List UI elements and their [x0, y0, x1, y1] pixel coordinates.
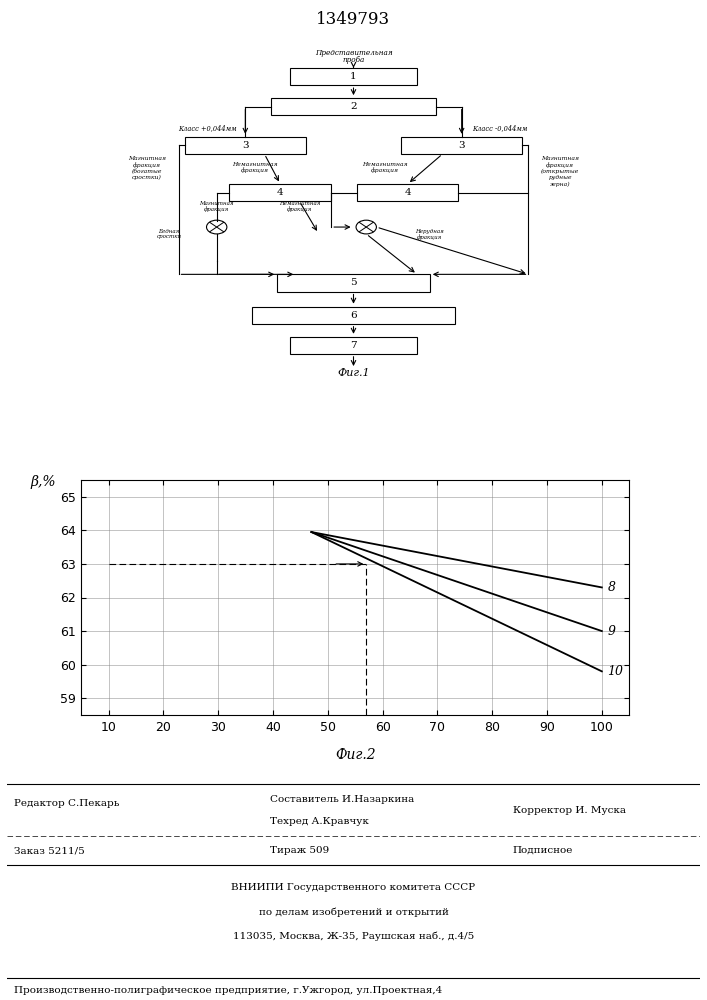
FancyBboxPatch shape [357, 184, 459, 201]
FancyBboxPatch shape [185, 137, 306, 154]
Text: 5: 5 [350, 278, 357, 287]
FancyBboxPatch shape [290, 68, 417, 85]
Text: Производственно-полиграфическое предприятие, г.Ужгород, ул.Проектная,4: Производственно-полиграфическое предприя… [14, 986, 443, 995]
Text: Корректор И. Муска: Корректор И. Муска [513, 806, 626, 815]
Text: сростки): сростки) [132, 175, 162, 180]
Text: Магнитная: Магнитная [199, 201, 234, 206]
Text: Составитель И.Назаркина: Составитель И.Назаркина [270, 795, 414, 804]
Text: Представительная: Представительная [315, 49, 392, 57]
Text: 113035, Москва, Ж-35, Раушская наб., д.4/5: 113035, Москва, Ж-35, Раушская наб., д.4… [233, 932, 474, 941]
Text: фракция: фракция [204, 206, 229, 212]
Text: 3: 3 [242, 141, 249, 150]
FancyBboxPatch shape [271, 98, 436, 115]
Text: Класс +0,044мм: Класс +0,044мм [178, 124, 236, 132]
FancyBboxPatch shape [277, 274, 430, 292]
Text: Подписное: Подписное [513, 846, 573, 855]
Text: Редактор С.Пекарь: Редактор С.Пекарь [14, 800, 119, 808]
Text: Немагнитная: Немагнитная [279, 201, 320, 206]
Text: Немагнитная: Немагнитная [232, 162, 278, 167]
FancyBboxPatch shape [402, 137, 522, 154]
Text: Магнитная: Магнитная [542, 156, 579, 161]
Text: рудные: рудные [549, 175, 572, 180]
FancyBboxPatch shape [290, 337, 417, 354]
Text: Нерудная: Нерудная [416, 229, 444, 234]
Text: 2: 2 [350, 102, 357, 111]
Text: фракция: фракция [547, 162, 574, 168]
Text: 4: 4 [277, 188, 284, 197]
Text: 7: 7 [350, 341, 357, 350]
Text: (богатые: (богатые [132, 168, 162, 174]
Text: Магнитная: Магнитная [128, 156, 165, 161]
Text: 3: 3 [458, 141, 465, 150]
Text: Фиг.1: Фиг.1 [337, 368, 370, 378]
Text: Техред А.Кравчук: Техред А.Кравчук [270, 817, 369, 826]
FancyBboxPatch shape [252, 307, 455, 324]
Text: 1: 1 [350, 72, 357, 81]
Y-axis label: β,%: β,% [30, 475, 56, 489]
Text: Бедная: Бедная [158, 229, 180, 234]
Text: Класс -0,044мм: Класс -0,044мм [472, 124, 527, 132]
Text: фракция: фракция [133, 162, 160, 168]
Text: 6: 6 [350, 311, 357, 320]
Text: по делам изобретений и открытий: по делам изобретений и открытий [259, 907, 448, 917]
Text: фракция: фракция [241, 167, 269, 173]
Text: 4: 4 [404, 188, 411, 197]
Text: 9: 9 [607, 625, 615, 638]
Text: зерна): зерна) [550, 181, 571, 187]
Text: 8: 8 [607, 581, 615, 594]
Text: ВНИИПИ Государственного комитета СССР: ВНИИПИ Государственного комитета СССР [231, 883, 476, 892]
Text: (открытые: (открытые [541, 169, 580, 174]
Text: фракция: фракция [287, 206, 312, 212]
Text: проба: проба [342, 56, 365, 64]
Text: 1349793: 1349793 [317, 11, 390, 28]
Text: Заказ 5211/5: Заказ 5211/5 [14, 846, 85, 855]
Text: фракция: фракция [371, 167, 399, 173]
Text: 10: 10 [607, 665, 624, 678]
Text: фракция: фракция [417, 234, 443, 240]
Text: Фиг.2: Фиг.2 [335, 748, 375, 762]
Text: сростки: сростки [156, 234, 182, 239]
Text: Немагнитная: Немагнитная [363, 162, 408, 167]
Text: Тираж 509: Тираж 509 [270, 846, 329, 855]
FancyBboxPatch shape [229, 184, 332, 201]
